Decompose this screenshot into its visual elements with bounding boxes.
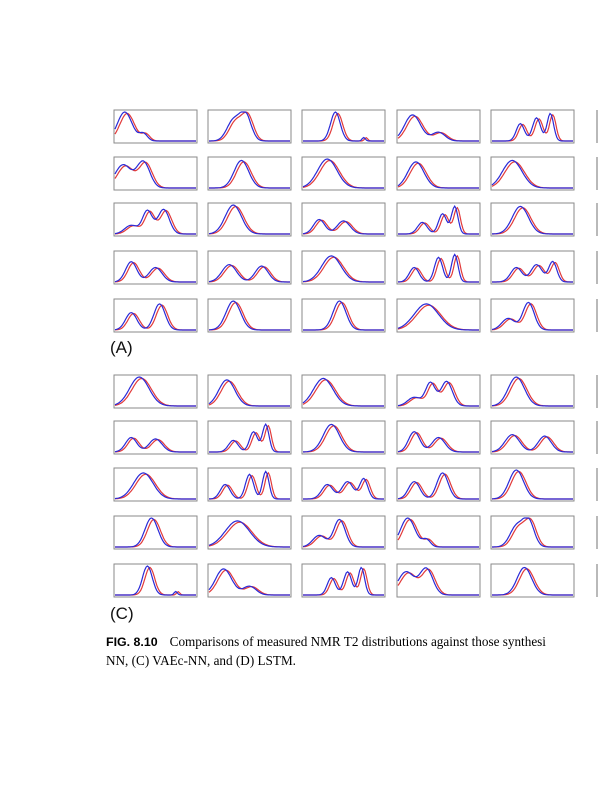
subplot-frame-c-4-1 [207,563,292,598]
subplot-frame-c-1-1 [207,420,292,455]
measured-curve [114,472,196,500]
subplot-frame-a-2-4 [490,202,575,237]
subplot-frame-c-3-2 [301,515,386,550]
subplot-frame-a-0-3 [396,109,481,144]
subplot-frame-c-0-0 [113,374,198,409]
subplot-frame-c-1-2 [301,420,386,455]
synthesized-curve [492,261,573,283]
synthesized-curve [209,424,290,453]
measured-curve [208,520,290,548]
measured-curve [397,303,479,331]
subplot-frame-a-2-1 [207,202,292,237]
measured-curve [114,436,196,453]
subplot-frame-a-4-3 [396,298,481,333]
measured-curve [209,423,290,453]
subplot-frame-a-4-4 [490,298,575,333]
measured-curve [208,568,290,596]
measured-curve [491,159,573,189]
measured-curve [114,208,196,235]
measured-curve [114,303,196,331]
figure-number: FIG. 8.10 [106,635,158,649]
measured-curve [492,205,573,235]
measured-curve [397,567,479,596]
caption-text-1: Comparisons of measured NMR T2 distribut… [169,634,546,649]
measured-curve [302,518,384,548]
measured-curve [209,470,290,500]
subplot-frame-a-2-2 [301,202,386,237]
measured-curve [397,380,479,407]
measured-curve [397,114,479,142]
measured-curve [208,379,290,407]
measured-curve [114,160,196,189]
subplot-frame-c-0-4 [490,374,575,409]
synthesized-curve [303,478,384,500]
measured-curve [115,565,196,596]
synthesized-curve [491,434,573,453]
measured-curve [398,253,479,283]
figure-caption: FIG. 8.10 Comparisons of measured NMR T2 … [106,633,599,669]
measured-curve [491,301,573,331]
measured-curve [491,433,573,453]
subplot-frame-c-1-0 [113,420,198,455]
subplot-frame-c-2-4 [490,467,575,502]
subplot-frame-c-0-1 [207,374,292,409]
measured-curve [302,218,384,235]
synthesized-curve [209,471,290,500]
measured-curve [114,376,196,407]
measured-curve [208,263,290,283]
measured-curve [492,517,573,548]
subplot-frame-a-4-2 [301,298,386,333]
measured-curve [398,205,479,235]
subplot-frame-a-1-2 [301,156,386,191]
measured-curve [397,161,479,189]
subplot-frame-a-3-3 [396,250,481,285]
panel-label-c: (C) [110,604,134,623]
measured-curve [492,260,573,283]
measured-curve [303,423,384,453]
measured-curve [303,566,384,596]
subplot-frame-c-2-1 [207,467,292,502]
subplot-frame-a-1-3 [396,156,481,191]
synthesized-curve [398,206,479,235]
subplot-frame-c-4-3 [396,563,481,598]
measured-curve [302,158,384,189]
measured-curve [114,261,196,283]
subplot-frame-a-4-1 [207,298,292,333]
measured-curve [491,469,573,500]
measured-curve [115,517,196,548]
measured-curve [209,159,290,189]
panel-label-a: (A) [110,338,133,357]
measured-curve [208,204,290,235]
measured-curve [397,431,479,453]
synthesized-curve [398,254,479,283]
caption-line-2: NN, (C) VAEc-NN, and (D) LSTM. [106,652,296,668]
caption-line-1: FIG. 8.10 Comparisons of measured NMR T2 … [106,633,599,652]
subplot-frame-c-3-3 [396,515,481,550]
measured-curve [303,300,384,331]
subplot-frame-a-1-0 [113,156,198,191]
subplot-frame-a-0-0 [113,109,198,144]
measured-curve [302,377,384,407]
synthesized-curve [208,264,290,283]
measured-curve [303,111,384,142]
measured-curve [492,112,573,142]
measured-curve [208,300,290,331]
subplot-frame-c-3-0 [113,515,198,550]
measured-curve [303,477,384,500]
subplot-frame-c-3-1 [207,515,292,550]
measured-curve [491,376,573,407]
subplot-frame-a-2-3 [396,202,481,237]
measured-curve [209,111,290,142]
measured-curve [397,472,479,500]
subplot-frame-a-1-4 [490,156,575,191]
measured-curve [397,517,479,548]
measured-curve [302,255,384,283]
measured-curve [114,111,196,142]
measured-curve [492,566,573,596]
